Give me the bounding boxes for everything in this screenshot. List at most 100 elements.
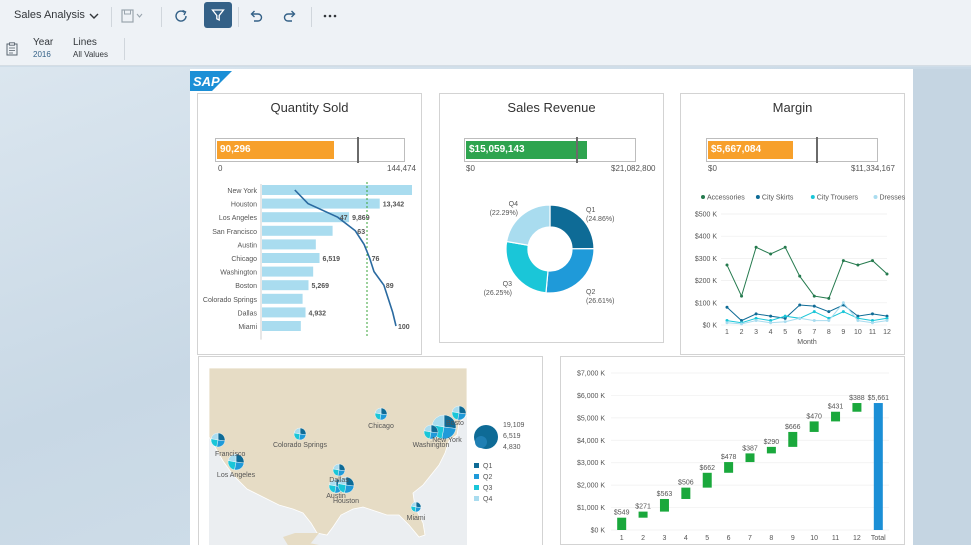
bar-data-label: $470 (806, 413, 822, 420)
x-tick-label: 9 (791, 535, 795, 542)
y-tick-label: $100 K (695, 300, 718, 307)
quantity-bar (262, 212, 350, 223)
quantity-bullet-chart[interactable]: 90,296 (215, 137, 405, 163)
bar-data-label: $662 (699, 465, 715, 472)
redo-button[interactable] (277, 4, 303, 28)
refresh-icon (175, 9, 187, 22)
x-tick-label: 1 (620, 535, 624, 542)
toolbar-separator (161, 7, 162, 27)
map-city-labels: Chicago Colorado Springs Francisco Los Ange… (215, 420, 464, 522)
cumulative-label: 76 (372, 256, 380, 263)
legend-label: Accessories (707, 195, 745, 202)
waterfall-panel[interactable]: $0 K $1,000 K $2,000 K $3,000 K $4,000 K $5,0… (560, 356, 905, 545)
refresh-button[interactable] (168, 4, 194, 28)
bar-data-label: $506 (678, 480, 694, 487)
city-label: Chicago (368, 423, 394, 430)
x-tick-label: 2 (641, 535, 645, 542)
color-legend-swatch (474, 474, 479, 479)
map-land (208, 367, 468, 538)
city-label: Bosto (446, 420, 464, 427)
legend-label: City Skirts (762, 195, 794, 202)
quantity-bar (262, 293, 303, 304)
margin-bullet-chart[interactable]: $5,667,084 (706, 137, 878, 163)
color-legend-swatch (474, 496, 479, 501)
x-tick-label: 6 (798, 329, 802, 336)
bullet-target-marker (357, 137, 359, 163)
bullet-bar (708, 141, 793, 159)
bar-data-label: 4,932 (309, 310, 327, 317)
margin-line-chart[interactable]: Accessories City Skirts City Trousers Dress… (681, 186, 906, 354)
toolbar: Sales Analysis (0, 0, 971, 32)
clipboard-icon[interactable] (6, 42, 18, 56)
city-label: Miami (407, 515, 426, 522)
x-tick-label: 3 (754, 329, 758, 336)
series-point (812, 310, 816, 314)
x-tick-label: 7 (812, 329, 816, 336)
geo-map[interactable]: Chicago Colorado Springs Francisco Los Ange… (199, 357, 543, 545)
margin-panel[interactable]: Margin $5,667,084 $0 $11,334,167 Accesso… (680, 93, 906, 355)
quantity-bar (262, 266, 314, 277)
bullet-axis-min: 0 (218, 164, 223, 173)
series-line (726, 302, 888, 325)
color-legend-swatch (474, 463, 479, 468)
y-tick-label: $6,000 K (577, 393, 605, 400)
slice-percent-label: (24.86%) (586, 216, 614, 223)
filter-value: 2016 (33, 50, 51, 59)
x-tick-label: 10 (854, 329, 862, 336)
save-icon (121, 9, 143, 23)
quantity-bar (262, 198, 380, 209)
bar-data-label: $478 (721, 454, 737, 461)
city-pie-slice (337, 476, 347, 486)
revenue-bullet-chart[interactable]: $15,059,143 (464, 137, 636, 163)
category-label: Dallas (238, 310, 258, 317)
series-point (754, 312, 758, 316)
waterfall-bar (831, 411, 841, 422)
category-label: Austin (238, 242, 258, 249)
undo-button[interactable] (243, 4, 269, 28)
bar-data-label: 6,519 (323, 256, 341, 263)
quantity-bar (262, 239, 316, 250)
quantity-bar-chart[interactable]: New York Houston 13,342 Los Angeles 9,869 San… (198, 182, 423, 354)
more-button[interactable] (317, 4, 343, 28)
series-point (870, 312, 874, 316)
series-point (783, 245, 787, 249)
filter-button[interactable] (204, 2, 232, 28)
x-tick-label: 5 (783, 329, 787, 336)
y-tick-label: $2,000 K (577, 483, 605, 490)
redo-icon (283, 10, 296, 22)
waterfall-bar (745, 453, 755, 463)
series-point (827, 310, 831, 314)
size-legend-label: 6,519 (503, 433, 521, 440)
filter-lines[interactable]: Lines All Values (73, 37, 108, 59)
city-pie-slice (451, 405, 460, 414)
x-tick-label: 2 (740, 329, 744, 336)
quantity-sold-panel[interactable]: Quantity Sold 90,296 0 144,474 New York H… (197, 93, 422, 355)
revenue-donut-chart[interactable]: Q1 (24.86%) Q2 (26.61%) Q3 (26.25%) Q4 (22.29%) (440, 194, 665, 324)
save-button[interactable] (118, 4, 144, 28)
app-title[interactable]: Sales Analysis (14, 9, 85, 21)
series-point (841, 301, 845, 305)
bullet-axis-min: $0 (466, 164, 475, 173)
series-point (725, 263, 729, 267)
filter-label: Year (33, 37, 54, 48)
margin-waterfall-chart[interactable]: $0 K $1,000 K $2,000 K $3,000 K $4,000 K $5,0… (561, 357, 906, 545)
donut-slice (505, 240, 549, 294)
city-pie-slice (210, 432, 219, 441)
filter-year[interactable]: Year 2016 (33, 37, 53, 59)
sales-revenue-panel[interactable]: Sales Revenue $15,059,143 $0 $21,082,800… (439, 93, 664, 343)
series-point (798, 303, 802, 307)
slice-category-label: Q4 (509, 201, 518, 208)
series-point (769, 319, 773, 323)
cumulative-line (294, 189, 397, 327)
slice-category-label: Q1 (586, 207, 595, 214)
chevron-down-icon[interactable] (88, 10, 100, 22)
city-pie-slice (332, 463, 340, 471)
donut-slice (505, 204, 551, 246)
city-label: Austin (326, 493, 346, 500)
city-label: Los Angeles (217, 472, 256, 479)
series-point (885, 272, 889, 276)
series-line (726, 304, 888, 322)
bullet-bar (217, 141, 335, 159)
map-panel[interactable]: Chicago Colorado Springs Francisco Los Ange… (198, 356, 543, 545)
x-tick-label: 8 (769, 535, 773, 542)
